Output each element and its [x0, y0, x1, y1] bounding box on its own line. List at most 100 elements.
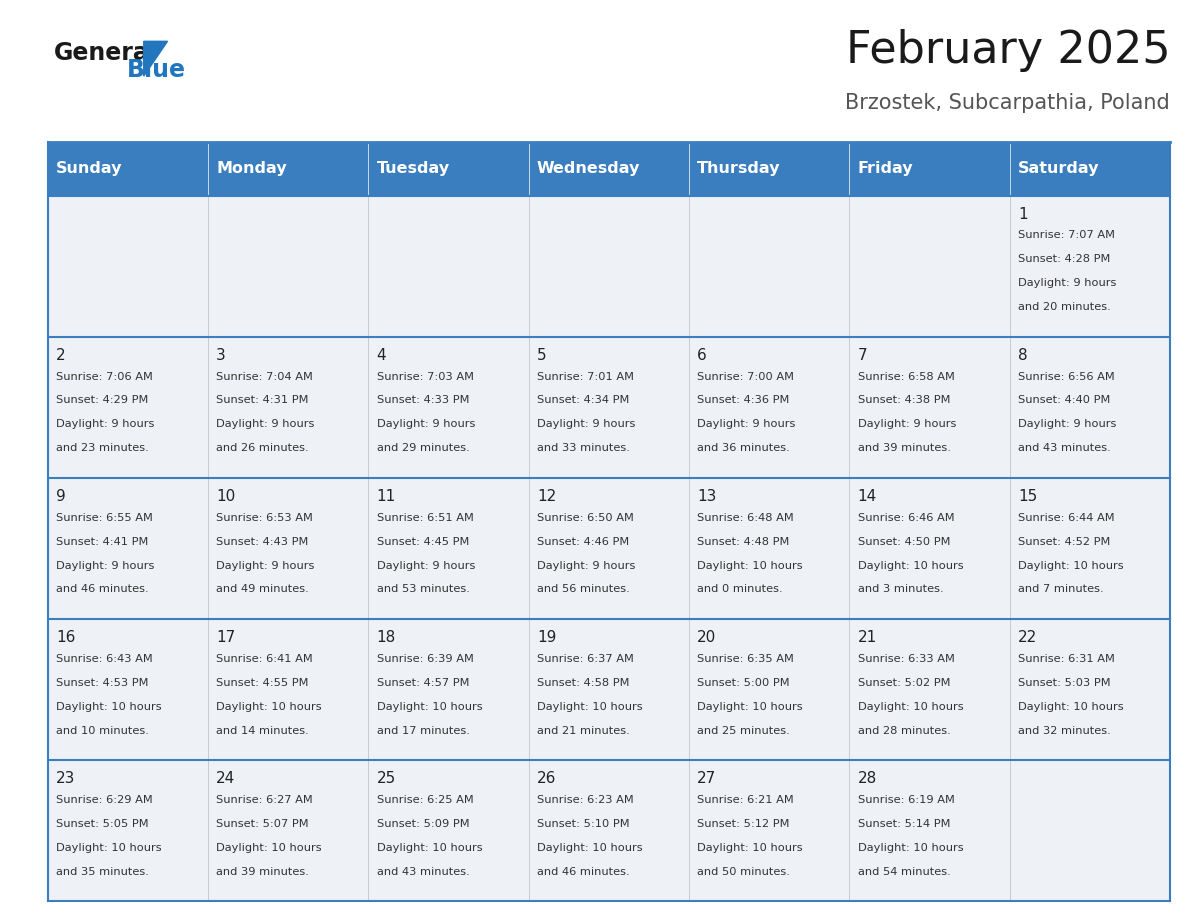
Text: 26: 26	[537, 771, 556, 787]
Text: Sunrise: 6:21 AM: Sunrise: 6:21 AM	[697, 795, 794, 805]
Bar	[48, 619, 1170, 760]
Text: and 26 minutes.: and 26 minutes.	[216, 443, 309, 453]
Text: and 23 minutes.: and 23 minutes.	[56, 443, 148, 453]
Text: 23: 23	[56, 771, 75, 787]
Text: Sunrise: 6:27 AM: Sunrise: 6:27 AM	[216, 795, 312, 805]
Text: and 3 minutes.: and 3 minutes.	[858, 585, 943, 594]
Bar	[48, 760, 1170, 901]
Text: and 35 minutes.: and 35 minutes.	[56, 867, 148, 877]
Text: 1: 1	[1018, 207, 1028, 221]
Text: Daylight: 10 hours: Daylight: 10 hours	[56, 701, 162, 711]
Text: Daylight: 9 hours: Daylight: 9 hours	[537, 420, 636, 430]
Text: Sunset: 5:00 PM: Sunset: 5:00 PM	[697, 677, 790, 688]
Text: Sunrise: 6:46 AM: Sunrise: 6:46 AM	[858, 513, 954, 522]
Text: and 17 minutes.: and 17 minutes.	[377, 725, 469, 735]
Text: 4: 4	[377, 348, 386, 363]
Text: Daylight: 10 hours: Daylight: 10 hours	[697, 843, 803, 853]
Text: Daylight: 10 hours: Daylight: 10 hours	[377, 701, 482, 711]
Text: Sunset: 4:40 PM: Sunset: 4:40 PM	[1018, 396, 1111, 406]
Text: Sunset: 5:07 PM: Sunset: 5:07 PM	[216, 819, 309, 829]
Text: 22: 22	[1018, 630, 1037, 645]
Text: 27: 27	[697, 771, 716, 787]
Text: Wednesday: Wednesday	[537, 162, 640, 176]
Bar	[48, 142, 1170, 196]
Text: Sunset: 5:12 PM: Sunset: 5:12 PM	[697, 819, 790, 829]
Text: Daylight: 10 hours: Daylight: 10 hours	[1018, 701, 1124, 711]
Text: 19: 19	[537, 630, 556, 645]
Text: Sunrise: 6:55 AM: Sunrise: 6:55 AM	[56, 513, 153, 522]
Text: Sunrise: 6:56 AM: Sunrise: 6:56 AM	[1018, 372, 1114, 382]
Text: Sunrise: 6:31 AM: Sunrise: 6:31 AM	[1018, 654, 1116, 664]
Text: Sunrise: 6:53 AM: Sunrise: 6:53 AM	[216, 513, 314, 522]
Text: Daylight: 10 hours: Daylight: 10 hours	[216, 701, 322, 711]
Text: Sunset: 4:29 PM: Sunset: 4:29 PM	[56, 396, 148, 406]
Text: 11: 11	[377, 489, 396, 504]
Text: and 36 minutes.: and 36 minutes.	[697, 443, 790, 453]
Text: Sunset: 4:46 PM: Sunset: 4:46 PM	[537, 537, 630, 546]
Text: 28: 28	[858, 771, 877, 787]
Text: Sunset: 4:57 PM: Sunset: 4:57 PM	[377, 677, 469, 688]
Text: 17: 17	[216, 630, 235, 645]
Text: Sunrise: 6:39 AM: Sunrise: 6:39 AM	[377, 654, 474, 664]
Text: Daylight: 10 hours: Daylight: 10 hours	[1018, 561, 1124, 570]
Text: Sunrise: 6:50 AM: Sunrise: 6:50 AM	[537, 513, 634, 522]
Text: Sunset: 4:43 PM: Sunset: 4:43 PM	[216, 537, 309, 546]
Text: and 7 minutes.: and 7 minutes.	[1018, 585, 1104, 594]
Text: Daylight: 10 hours: Daylight: 10 hours	[697, 561, 803, 570]
Text: Sunset: 4:34 PM: Sunset: 4:34 PM	[537, 396, 630, 406]
Text: and 14 minutes.: and 14 minutes.	[216, 725, 309, 735]
Text: 2: 2	[56, 348, 65, 363]
Text: Daylight: 9 hours: Daylight: 9 hours	[1018, 278, 1117, 288]
Text: Daylight: 9 hours: Daylight: 9 hours	[377, 561, 475, 570]
Text: Daylight: 9 hours: Daylight: 9 hours	[56, 561, 154, 570]
Text: Friday: Friday	[858, 162, 914, 176]
Text: Sunrise: 7:03 AM: Sunrise: 7:03 AM	[377, 372, 474, 382]
Text: Monday: Monday	[216, 162, 286, 176]
Text: Daylight: 9 hours: Daylight: 9 hours	[216, 420, 315, 430]
Text: Sunset: 4:33 PM: Sunset: 4:33 PM	[377, 396, 469, 406]
Text: Daylight: 9 hours: Daylight: 9 hours	[216, 561, 315, 570]
Text: and 46 minutes.: and 46 minutes.	[537, 867, 630, 877]
Text: Daylight: 9 hours: Daylight: 9 hours	[1018, 420, 1117, 430]
Text: Daylight: 10 hours: Daylight: 10 hours	[537, 843, 643, 853]
Text: Sunrise: 7:06 AM: Sunrise: 7:06 AM	[56, 372, 153, 382]
Text: Sunday: Sunday	[56, 162, 122, 176]
Text: Sunset: 5:03 PM: Sunset: 5:03 PM	[1018, 677, 1111, 688]
Text: 13: 13	[697, 489, 716, 504]
Text: Daylight: 9 hours: Daylight: 9 hours	[697, 420, 796, 430]
Text: Sunrise: 6:33 AM: Sunrise: 6:33 AM	[858, 654, 955, 664]
Text: 9: 9	[56, 489, 65, 504]
Text: Blue: Blue	[127, 58, 187, 82]
Text: and 29 minutes.: and 29 minutes.	[377, 443, 469, 453]
Text: Daylight: 10 hours: Daylight: 10 hours	[858, 701, 963, 711]
Text: 16: 16	[56, 630, 75, 645]
Text: Sunset: 4:36 PM: Sunset: 4:36 PM	[697, 396, 790, 406]
Text: Sunrise: 6:51 AM: Sunrise: 6:51 AM	[377, 513, 474, 522]
Text: Sunset: 4:38 PM: Sunset: 4:38 PM	[858, 396, 950, 406]
Text: 14: 14	[858, 489, 877, 504]
Text: 3: 3	[216, 348, 226, 363]
Text: Sunrise: 6:29 AM: Sunrise: 6:29 AM	[56, 795, 152, 805]
Text: Daylight: 10 hours: Daylight: 10 hours	[858, 561, 963, 570]
Text: and 56 minutes.: and 56 minutes.	[537, 585, 630, 594]
Text: and 43 minutes.: and 43 minutes.	[377, 867, 469, 877]
Text: 25: 25	[377, 771, 396, 787]
Text: Daylight: 10 hours: Daylight: 10 hours	[537, 701, 643, 711]
Text: Daylight: 9 hours: Daylight: 9 hours	[56, 420, 154, 430]
Text: Sunrise: 6:44 AM: Sunrise: 6:44 AM	[1018, 513, 1114, 522]
Text: Sunset: 5:14 PM: Sunset: 5:14 PM	[858, 819, 950, 829]
Bar	[48, 196, 1170, 337]
Text: and 39 minutes.: and 39 minutes.	[858, 443, 950, 453]
Text: Sunset: 4:41 PM: Sunset: 4:41 PM	[56, 537, 148, 546]
Text: and 25 minutes.: and 25 minutes.	[697, 725, 790, 735]
Text: and 50 minutes.: and 50 minutes.	[697, 867, 790, 877]
Text: Daylight: 9 hours: Daylight: 9 hours	[858, 420, 956, 430]
Text: Sunset: 4:53 PM: Sunset: 4:53 PM	[56, 677, 148, 688]
Text: Sunset: 4:55 PM: Sunset: 4:55 PM	[216, 677, 309, 688]
Text: 15: 15	[1018, 489, 1037, 504]
Text: Daylight: 10 hours: Daylight: 10 hours	[697, 701, 803, 711]
Text: Sunset: 4:31 PM: Sunset: 4:31 PM	[216, 396, 309, 406]
Text: Sunrise: 6:23 AM: Sunrise: 6:23 AM	[537, 795, 633, 805]
Text: Sunrise: 7:07 AM: Sunrise: 7:07 AM	[1018, 230, 1116, 241]
Text: Sunset: 5:02 PM: Sunset: 5:02 PM	[858, 677, 950, 688]
